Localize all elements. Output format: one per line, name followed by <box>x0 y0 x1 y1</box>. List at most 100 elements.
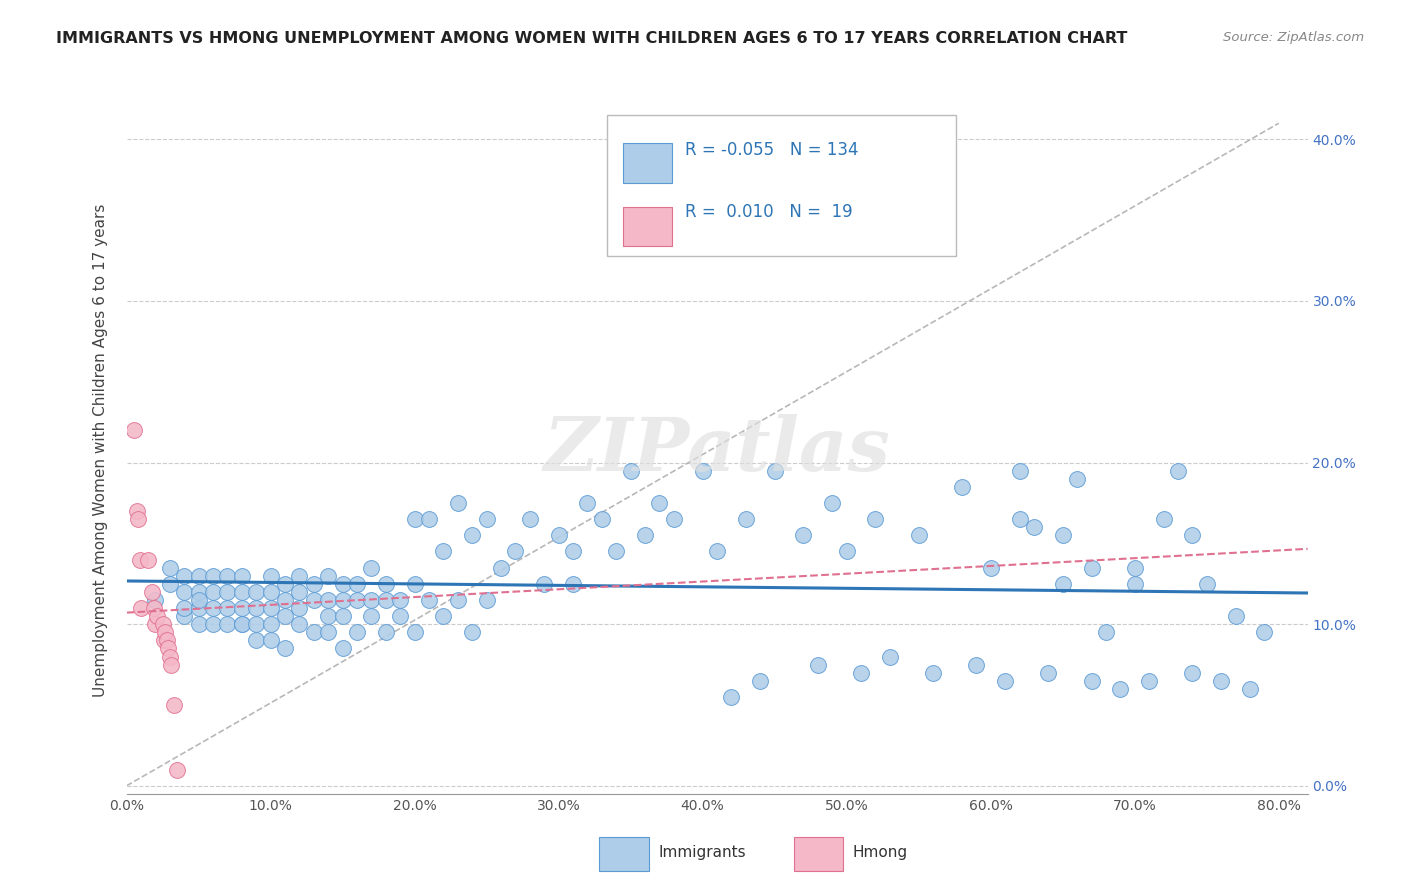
Point <box>166 763 188 777</box>
Point <box>965 657 987 672</box>
Point <box>302 576 325 591</box>
Point <box>1052 576 1074 591</box>
Point <box>994 673 1017 688</box>
Point <box>201 568 224 582</box>
Point <box>274 576 297 591</box>
Point <box>562 576 585 591</box>
FancyBboxPatch shape <box>623 207 672 246</box>
Point <box>155 625 177 640</box>
Point <box>187 568 209 582</box>
Point <box>1080 560 1102 574</box>
Point <box>533 576 555 591</box>
Point <box>591 512 613 526</box>
Point <box>404 576 426 591</box>
Point <box>245 585 267 599</box>
Point <box>346 625 368 640</box>
Point <box>576 496 599 510</box>
Point <box>821 496 844 510</box>
Point <box>374 625 396 640</box>
Point <box>475 593 498 607</box>
Point <box>620 464 643 478</box>
Point <box>316 593 339 607</box>
Text: ZIPatlas: ZIPatlas <box>544 414 890 487</box>
Point <box>217 568 239 582</box>
Point <box>907 528 929 542</box>
Point <box>143 593 166 607</box>
Point <box>835 544 858 558</box>
Point <box>125 504 148 518</box>
Point <box>1109 681 1132 696</box>
Point <box>259 617 281 632</box>
Point <box>1038 665 1060 680</box>
Point <box>1239 681 1261 696</box>
Point <box>1211 673 1233 688</box>
Point <box>274 609 297 624</box>
Point <box>1123 560 1146 574</box>
Point <box>217 601 239 615</box>
Point <box>922 665 945 680</box>
Point <box>461 625 484 640</box>
Point <box>259 568 281 582</box>
Point <box>187 585 209 599</box>
Point <box>141 585 163 599</box>
Point <box>332 593 354 607</box>
Point <box>159 649 181 664</box>
Point <box>156 633 179 648</box>
Point <box>360 609 382 624</box>
Point <box>734 512 756 526</box>
Point <box>389 593 412 607</box>
Point <box>332 576 354 591</box>
Point <box>217 585 239 599</box>
Point <box>231 568 253 582</box>
Point <box>374 593 396 607</box>
Y-axis label: Unemployment Among Women with Children Ages 6 to 17 years: Unemployment Among Women with Children A… <box>93 203 108 698</box>
Point <box>128 552 150 566</box>
Point <box>259 601 281 615</box>
Point <box>950 480 973 494</box>
Point <box>142 601 165 615</box>
Point <box>332 641 354 656</box>
Point <box>706 544 728 558</box>
Point <box>201 617 224 632</box>
Point <box>792 528 814 542</box>
Point <box>849 665 872 680</box>
Point <box>187 601 209 615</box>
Point <box>720 690 742 704</box>
Point <box>129 601 152 615</box>
Point <box>316 609 339 624</box>
Point <box>173 585 195 599</box>
Point <box>778 197 800 211</box>
Point <box>1253 625 1275 640</box>
Point <box>692 464 714 478</box>
Point <box>159 560 181 574</box>
Point <box>153 633 176 648</box>
Point <box>360 593 382 607</box>
Point <box>245 601 267 615</box>
Point <box>1123 576 1146 591</box>
Point <box>274 593 297 607</box>
Point <box>562 544 585 558</box>
Point <box>980 560 1002 574</box>
Point <box>447 496 470 510</box>
Point <box>749 673 772 688</box>
Point <box>1095 625 1118 640</box>
Point <box>489 560 512 574</box>
Point <box>173 568 195 582</box>
Point <box>1022 520 1045 534</box>
Point <box>231 601 253 615</box>
FancyBboxPatch shape <box>623 143 672 183</box>
Point <box>146 609 169 624</box>
Point <box>159 576 181 591</box>
Point <box>136 552 159 566</box>
Point <box>143 617 166 632</box>
Point <box>879 649 901 664</box>
Point <box>807 657 830 672</box>
Point <box>173 601 195 615</box>
Point <box>418 593 440 607</box>
Point <box>217 617 239 632</box>
Point <box>634 528 657 542</box>
Point <box>302 593 325 607</box>
Point <box>662 512 685 526</box>
Point <box>1008 464 1031 478</box>
Point <box>475 512 498 526</box>
